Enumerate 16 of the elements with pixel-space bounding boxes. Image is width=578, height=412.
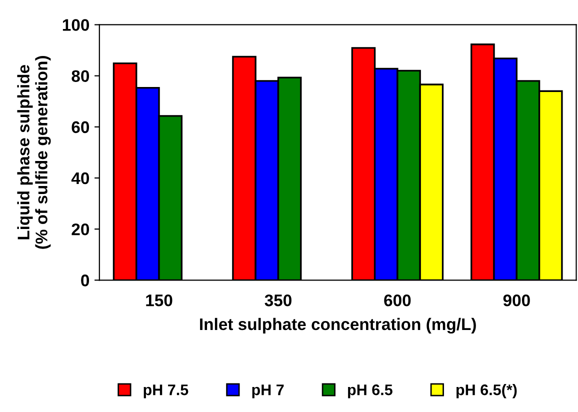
x-tick-label: 150 — [146, 294, 172, 306]
legend-label: pH 6.5 — [348, 384, 392, 398]
y-tick-label: 60 — [72, 121, 90, 134]
y-tick-label: 40 — [71, 172, 90, 184]
x-tick-label: 600 — [384, 294, 411, 306]
x-axis-title: Inlet sulphate concentration (mg/L) — [200, 318, 476, 334]
y-axis-title: Liquid phase sulphide (% of sulfide generation) — [17, 56, 51, 249]
legend-label: pH 7.5 — [144, 384, 188, 398]
x-tick-label: 350 — [264, 294, 292, 306]
x-tick-label: 900 — [503, 294, 530, 306]
y-tick-label: 80 — [72, 70, 90, 82]
y-tick-label: 100 — [62, 19, 90, 31]
y-tick-label: 0 — [81, 274, 90, 286]
legend-label: pH 6.5(*) — [456, 384, 517, 398]
y-tick-label: 20 — [72, 223, 90, 236]
legend-label: pH 7 — [252, 384, 284, 398]
